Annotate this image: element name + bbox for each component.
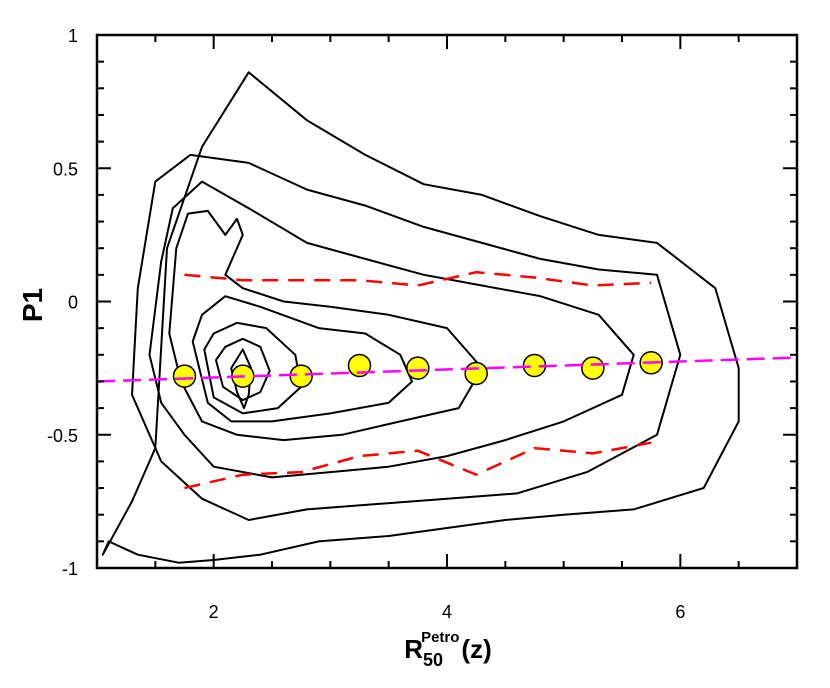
y-axis-title: P1	[17, 288, 48, 322]
y-tick-label-5: 1	[68, 26, 78, 46]
y-tick-label-1: -1	[62, 559, 78, 579]
contour-layer	[101, 71, 740, 564]
lower-percentile-line	[184, 441, 652, 490]
y-tick-label-3: 0	[68, 293, 78, 313]
series-layer	[96, 270, 798, 490]
contour-line-7	[215, 337, 271, 402]
data-point-3	[289, 364, 313, 388]
contour-line-3	[148, 180, 635, 479]
data-point-5	[406, 356, 430, 380]
y-tick-label-2: -0.5	[47, 426, 78, 446]
labels-layer: 2 4 6 -1 -0.5 0 0.5 1	[47, 26, 685, 622]
contour-line-8	[230, 348, 252, 410]
x-axis-title-main: R	[404, 634, 423, 664]
x-axis-title-sup: Petro	[421, 629, 459, 646]
x-axis-title: R50 Petro(z)	[404, 629, 491, 670]
data-point-1	[172, 364, 197, 388]
contour-line-4	[168, 209, 483, 442]
x-tick-label-2: 4	[442, 602, 452, 622]
fit-line-line	[96, 356, 798, 383]
x-axis-title-suffix: (z)	[461, 634, 491, 664]
contour-line-2	[131, 153, 682, 521]
x-tick-label-1: 2	[209, 602, 219, 622]
data-point-6	[464, 361, 488, 386]
data-point-8	[581, 356, 605, 380]
x-axis-title-sub: 50	[423, 650, 443, 670]
data-point-4	[347, 353, 372, 378]
plot-frame	[95, 33, 799, 570]
x-tick-label-3: 6	[675, 602, 685, 622]
axes-layer	[95, 33, 799, 570]
y-tick-label-4: 0.5	[53, 159, 78, 179]
contour-line-5	[191, 295, 413, 423]
contour-line-1	[101, 71, 740, 564]
upper-percentile-line	[184, 270, 652, 287]
